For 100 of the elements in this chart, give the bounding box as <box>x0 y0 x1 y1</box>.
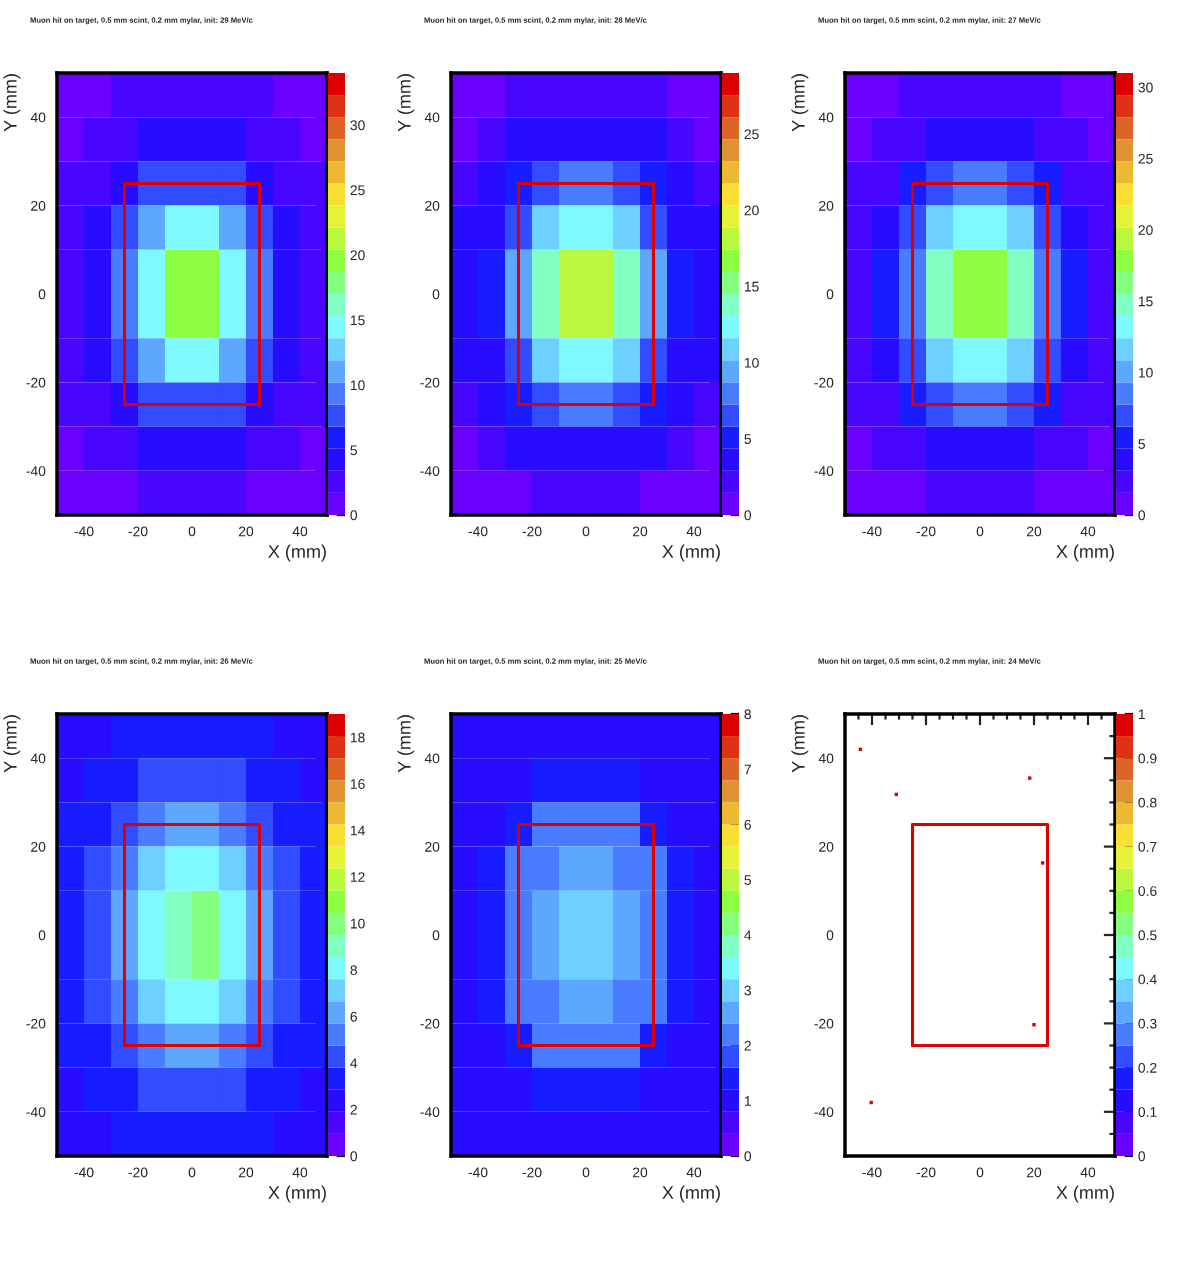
y-tick-label: -40 <box>26 466 46 476</box>
y-tick-label: -40 <box>26 1107 46 1117</box>
color-bar-label: 0.9 <box>1138 753 1157 764</box>
color-bar-label: 2 <box>744 1040 751 1051</box>
color-bar-label: 1 <box>1138 709 1145 720</box>
x-tick-label: 0 <box>976 1167 984 1178</box>
color-bar-label: 10 <box>350 918 365 929</box>
color-bar-label: 0.6 <box>1138 886 1157 896</box>
x-tick-label: 40 <box>292 1167 308 1178</box>
color-bar-label: 8 <box>744 709 751 720</box>
x-tick-label: 0 <box>188 526 196 537</box>
color-bar-label: 16 <box>350 779 365 789</box>
y-tick-label: 20 <box>425 841 440 852</box>
y-axis-title: Y (mm) <box>3 715 21 773</box>
y-axis-title: Y (mm) <box>3 74 21 132</box>
y-tick-label: -40 <box>420 1107 440 1117</box>
color-bar-label: 5 <box>350 445 357 456</box>
y-tick-label: 0 <box>432 289 440 300</box>
x-axis-title: X (mm) <box>268 1185 326 1203</box>
y-axis-title: Y (mm) <box>397 74 415 132</box>
y-tick-label: -20 <box>26 377 46 388</box>
y-axis-title: Y (mm) <box>397 715 415 773</box>
x-tick-label: 0 <box>582 526 590 537</box>
y-tick-label: 20 <box>819 200 834 211</box>
color-bar-label: 30 <box>350 120 365 131</box>
x-tick-label: 0 <box>582 1167 590 1178</box>
x-tick-label: 20 <box>238 1167 254 1178</box>
x-tick-label: 20 <box>632 526 648 537</box>
color-bar-label: 0.1 <box>1138 1107 1157 1117</box>
y-tick-label: -40 <box>814 466 834 476</box>
x-tick-label: -40 <box>74 1167 94 1178</box>
y-axis-title: Y (mm) <box>791 74 809 132</box>
color-bar-label: 0.5 <box>1138 930 1157 941</box>
y-tick-label: 0 <box>38 289 46 300</box>
x-tick-label: 20 <box>1026 1167 1042 1178</box>
color-bar-label: 6 <box>744 819 751 830</box>
y-tick-label: 40 <box>818 112 834 123</box>
color-bar-label: 4 <box>350 1058 358 1068</box>
color-bar-label: 25 <box>350 185 365 196</box>
color-bar-label: 8 <box>350 965 357 976</box>
color-bar-label: 20 <box>1138 225 1153 236</box>
color-bar-label: 10 <box>1138 367 1153 378</box>
color-bar-label: 0 <box>1138 1151 1146 1162</box>
color-bar-label: 25 <box>1138 153 1153 164</box>
x-tick-label: 40 <box>292 526 308 537</box>
y-tick-label: 0 <box>826 930 834 941</box>
color-bar-label: 0.8 <box>1138 797 1157 808</box>
y-tick-label: 20 <box>31 200 46 211</box>
y-tick-label: -20 <box>814 377 834 388</box>
color-bar-label: 0.2 <box>1138 1062 1157 1073</box>
x-tick-label: 20 <box>632 1167 648 1178</box>
y-tick-label: 40 <box>818 753 834 764</box>
color-bar-label: 10 <box>744 357 759 368</box>
y-tick-label: 20 <box>425 200 440 211</box>
x-tick-label: 0 <box>976 526 984 537</box>
color-bar-label: 5 <box>744 875 751 885</box>
color-bar-label: 0.3 <box>1138 1018 1157 1029</box>
color-bar-label: 0.7 <box>1138 841 1157 852</box>
color-bar-label: 14 <box>350 825 365 836</box>
color-bar-label: 0.4 <box>1138 974 1157 985</box>
x-tick-label: -20 <box>522 1167 542 1178</box>
x-tick-label: -20 <box>128 526 148 537</box>
color-bar-label: 7 <box>744 764 751 775</box>
x-tick-label: 20 <box>1026 526 1042 537</box>
x-axis-title: X (mm) <box>268 544 326 562</box>
x-axis-title: X (mm) <box>662 544 720 562</box>
color-bar-label: 20 <box>744 205 759 216</box>
color-bar-label: 1 <box>744 1096 751 1106</box>
y-tick-label: -40 <box>814 1107 834 1117</box>
color-bar-label: 25 <box>744 129 759 140</box>
y-tick-label: 20 <box>819 841 834 852</box>
color-bar-label: 10 <box>350 380 365 391</box>
y-tick-label: 0 <box>432 930 440 941</box>
y-tick-label: 0 <box>826 289 834 300</box>
x-axis-title: X (mm) <box>662 1185 720 1203</box>
color-bar-label: 6 <box>350 1011 357 1022</box>
y-tick-label: 40 <box>30 753 46 764</box>
x-tick-label: 40 <box>686 526 702 537</box>
x-axis-title: X (mm) <box>1056 1185 1114 1203</box>
color-bar-label: 3 <box>744 985 751 996</box>
color-bar-label: 15 <box>350 315 365 326</box>
x-tick-label: 20 <box>238 526 254 537</box>
x-tick-label: 40 <box>1080 1167 1096 1178</box>
color-bar-label: 15 <box>744 281 759 292</box>
x-tick-label: 0 <box>188 1167 196 1178</box>
color-bar-label: 12 <box>350 872 365 882</box>
x-tick-label: 40 <box>1080 526 1096 537</box>
color-bar-label: 0 <box>1138 510 1146 521</box>
y-tick-label: -20 <box>814 1018 834 1029</box>
y-tick-label: 20 <box>31 841 46 852</box>
color-bar-label: 0 <box>350 1151 358 1162</box>
color-bar-label: 15 <box>1138 296 1153 307</box>
color-bar-label: 5 <box>1138 439 1145 449</box>
color-bar-label: 4 <box>744 930 752 941</box>
x-tick-label: -40 <box>468 1167 488 1178</box>
color-bar-label: 5 <box>744 434 751 444</box>
y-tick-label: 40 <box>30 112 46 123</box>
y-tick-label: -40 <box>420 466 440 476</box>
y-axis-title: Y (mm) <box>791 715 809 773</box>
x-tick-label: -20 <box>916 526 936 537</box>
